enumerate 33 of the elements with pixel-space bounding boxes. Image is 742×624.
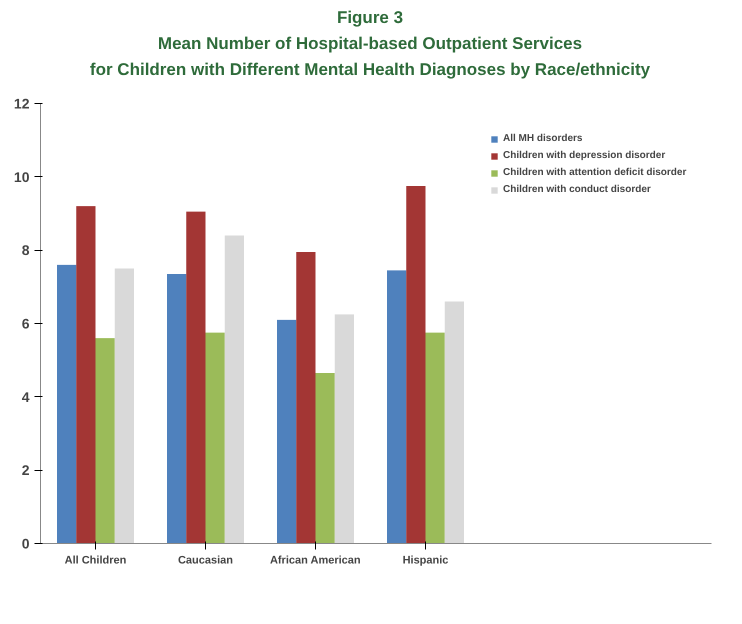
y-tick-label: 8 <box>22 242 30 258</box>
y-tick-label: 6 <box>22 316 30 332</box>
x-tick-label: All Children <box>64 554 127 566</box>
x-tick-label: Caucasian <box>178 554 234 566</box>
y-tick-label: 2 <box>22 462 30 478</box>
bar <box>186 212 206 544</box>
bar <box>444 302 464 544</box>
bar <box>426 332 445 544</box>
bar <box>114 268 134 544</box>
legend-label: Children with conduct disorder <box>503 184 651 195</box>
bar <box>334 314 354 544</box>
bar <box>57 264 76 544</box>
bar <box>167 274 186 544</box>
y-tick-label: 12 <box>14 96 30 112</box>
x-tick-label: Hispanic <box>402 554 448 566</box>
bar <box>406 186 426 544</box>
bar <box>76 206 96 544</box>
bar <box>277 320 296 544</box>
bar <box>206 332 225 544</box>
legend-label: All MH disorders <box>503 133 582 144</box>
bar <box>296 252 316 544</box>
legend-label: Children with depression disorder <box>503 150 666 161</box>
y-tick-label: 4 <box>22 388 30 405</box>
bar <box>316 373 335 544</box>
legend-label: Children with attention deficit disorder <box>503 167 686 178</box>
x-tick-label: African American <box>270 554 361 566</box>
bar <box>224 236 244 544</box>
chart-subtitle: Mean Number of Hospital-based Outpatient Services for Children with Different Mental Health Diagnoses by Race/ethnicity <box>90 34 650 79</box>
bar <box>96 338 115 544</box>
y-tick-label: 0 <box>22 536 30 552</box>
y-tick-label: 10 <box>14 168 30 185</box>
bar <box>387 270 406 544</box>
chart-title: Figure 3 <box>336 8 404 27</box>
